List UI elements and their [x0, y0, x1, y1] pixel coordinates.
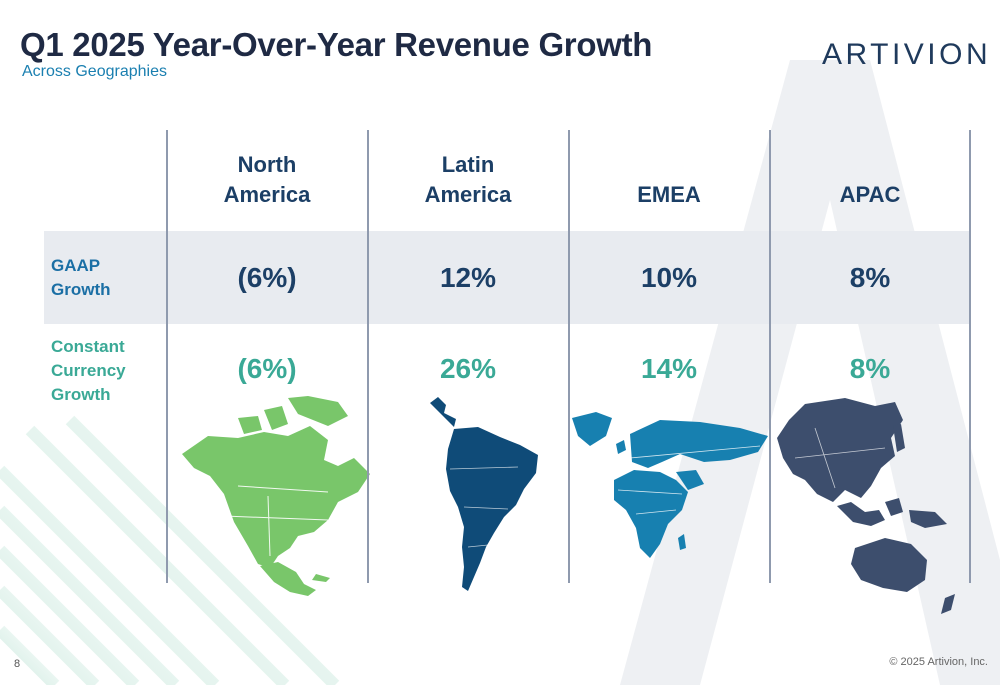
header-line: APAC: [839, 182, 901, 207]
north-america-map: [182, 396, 370, 596]
column-header-emea: EMEA: [569, 180, 769, 210]
column-header-latin-america: Latin America: [368, 150, 568, 210]
row-label-gaap-growth: GAAP Growth: [51, 254, 111, 302]
slide-title: Q1 2025 Year-Over-Year Revenue Growth: [20, 26, 653, 63]
cc-value-latin-america: 26%: [439, 353, 497, 384]
header-line: America: [223, 182, 311, 207]
row-label-line: Constant: [51, 337, 125, 356]
row-label-line: Growth: [51, 385, 111, 404]
column-header-north-america: North America: [167, 150, 367, 210]
cc-value-emea: 14%: [640, 353, 698, 384]
header-line: America: [424, 182, 512, 207]
copyright-notice: © 2025 Artivion, Inc.: [889, 656, 988, 668]
logo-watermark-shape: [620, 60, 1000, 685]
column-divider: [367, 130, 369, 583]
gaap-value-emea: 10%: [640, 262, 698, 293]
row-label-line: GAAP: [51, 256, 101, 275]
header-line: Latin: [441, 152, 495, 177]
header-line: North: [237, 152, 297, 177]
slide-subtitle: Across Geographies: [22, 63, 167, 80]
row-label-line: Growth: [51, 280, 111, 299]
gaap-value-latin-america: 12%: [439, 262, 497, 293]
emea-map: [572, 412, 768, 558]
apac-map: [777, 398, 955, 614]
cc-value-north-america: (6%): [237, 353, 297, 384]
row-label-line: Currency: [51, 361, 126, 380]
diagonal-stripes: [0, 415, 340, 685]
cc-value-apac: 8%: [849, 353, 891, 384]
column-divider: [969, 130, 971, 583]
gaap-value-apac: 8%: [849, 262, 891, 293]
gaap-row-band: [44, 231, 970, 324]
latin-america-map: [430, 397, 538, 591]
row-label-constant-currency-growth: Constant Currency Growth: [51, 335, 126, 407]
header-line: EMEA: [637, 182, 701, 207]
column-divider: [166, 130, 168, 583]
column-divider: [568, 130, 570, 583]
artivion-logo: ARTIVION: [822, 38, 992, 71]
page-number: 8: [14, 658, 21, 670]
column-divider: [769, 130, 771, 583]
gaap-value-north-america: (6%): [237, 262, 297, 293]
column-header-apac: APAC: [770, 180, 970, 210]
